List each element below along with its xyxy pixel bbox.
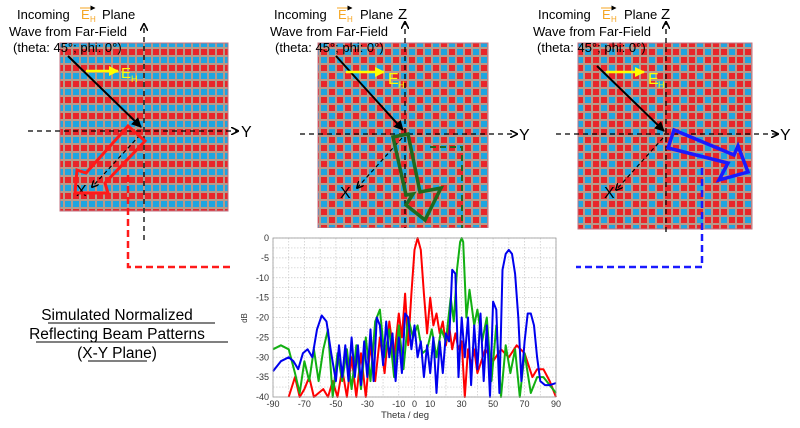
caption-line-2: Reflecting Beam Patterns (29, 326, 205, 343)
e-field-subscript: H (658, 80, 665, 90)
x-axis (616, 137, 664, 190)
reflected-beam-arrow (390, 131, 445, 223)
chart-series (272, 237, 557, 398)
incident-wave-arrow (596, 65, 665, 132)
y-tick-label: -15 (256, 293, 269, 303)
y-tick-label: -30 (256, 352, 269, 362)
e-field-label: E (648, 71, 659, 88)
connector-blue (527, 168, 704, 267)
plot-frame (272, 237, 557, 398)
e-field-label: E (121, 65, 131, 82)
caption-plane: Plane (624, 7, 657, 22)
z-axis-label: Z (661, 6, 670, 23)
x-tick-label: 70 (520, 399, 530, 409)
y-axis-label: Y (241, 124, 252, 141)
y-tick-label: -35 (256, 372, 269, 382)
y-tick-label: -20 (256, 313, 269, 323)
x-tick-label: -50 (329, 399, 342, 409)
caption-wave: Wave from Far-Field (533, 24, 651, 39)
series-line-red (287, 237, 557, 398)
caption-wave: Wave from Far-Field (9, 24, 127, 39)
x-axis (92, 134, 141, 187)
field-subscript: H (611, 15, 617, 24)
y-tick-label: -25 (256, 332, 269, 342)
incident-wave-arrow (67, 55, 142, 128)
e-field-label: E (388, 71, 399, 88)
y-axis-label: Y (780, 127, 791, 144)
y-tick-label: -5 (261, 253, 269, 263)
field-symbol: E (602, 7, 611, 22)
x-tick-label: -30 (361, 399, 374, 409)
caption-incoming: Incoming (538, 7, 591, 22)
panel-left: Incoming E H Plane Wave from Far-Field (… (9, 5, 403, 267)
y-axis-title: dB (240, 313, 249, 323)
panel-center: Incoming E H Plane Wave from Far-Field (… (270, 5, 530, 240)
y-tick-label: 0 (264, 233, 269, 243)
metasurface-array (577, 42, 753, 230)
x-tick-label: -10 (392, 399, 405, 409)
caption-plane: Plane (102, 7, 135, 22)
x-tick-label: 90 (551, 399, 561, 409)
x-axis (357, 137, 403, 188)
x-axis-title: Theta / deg (381, 410, 429, 421)
caption-incoming: Incoming (17, 7, 70, 22)
connector-green (430, 146, 462, 240)
caption-line-1: Simulated Normalized (41, 307, 193, 324)
x-tick-label: 10 (425, 399, 435, 409)
caption-wave: Wave from Far-Field (270, 24, 388, 39)
z-axis-label: Z (398, 6, 407, 23)
field-subscript: H (347, 15, 353, 24)
caption-angles: (theta: 45°; phi: 0°) (13, 40, 122, 55)
beam-pattern-chart: -90 -70 -50 -30 -10 0 10 30 50 70 90 0 -5 -10 -15 -20 -2… (232, 228, 576, 421)
reflected-beam-arrow (73, 123, 148, 195)
field-symbol: E (81, 7, 90, 22)
caption-plane: Plane (360, 7, 393, 22)
caption-incoming: Incoming (274, 7, 327, 22)
x-tick-label: -90 (266, 399, 279, 409)
e-field-subscript: H (131, 74, 138, 84)
y-tick-label: -10 (256, 273, 269, 283)
field-symbol: E (338, 7, 347, 22)
panel-right: Incoming E H Plane Wave from Far-Field (… (527, 5, 791, 267)
x-axis-label: X (604, 185, 615, 202)
caption-line-3: (X-Y Plane) (77, 345, 157, 362)
caption-angles: (theta: 45°; phi: 0°) (537, 40, 646, 55)
e-field-subscript: H (398, 80, 405, 90)
x-tick-label: 0 (412, 399, 417, 409)
x-tick-label: 50 (488, 399, 498, 409)
chart-axes: -90 -70 -50 -30 -10 0 10 30 50 70 90 0 -5 -10 -15 -20 -2… (256, 233, 561, 409)
y-axis-label: Y (519, 127, 530, 144)
figure-caption: Simulated Normalized Reflecting Beam Pat… (29, 307, 228, 362)
x-tick-label: -70 (298, 399, 311, 409)
x-axis-label: X (340, 185, 351, 202)
y-tick-label: -40 (256, 392, 269, 402)
reflected-beam-arrow (665, 127, 751, 183)
x-tick-label: 30 (457, 399, 467, 409)
incident-wave-arrow (335, 55, 404, 131)
field-subscript: H (90, 15, 96, 24)
series-line-blue (272, 248, 557, 398)
caption-angles: (theta: 45°; phi: 0°) (275, 40, 384, 55)
